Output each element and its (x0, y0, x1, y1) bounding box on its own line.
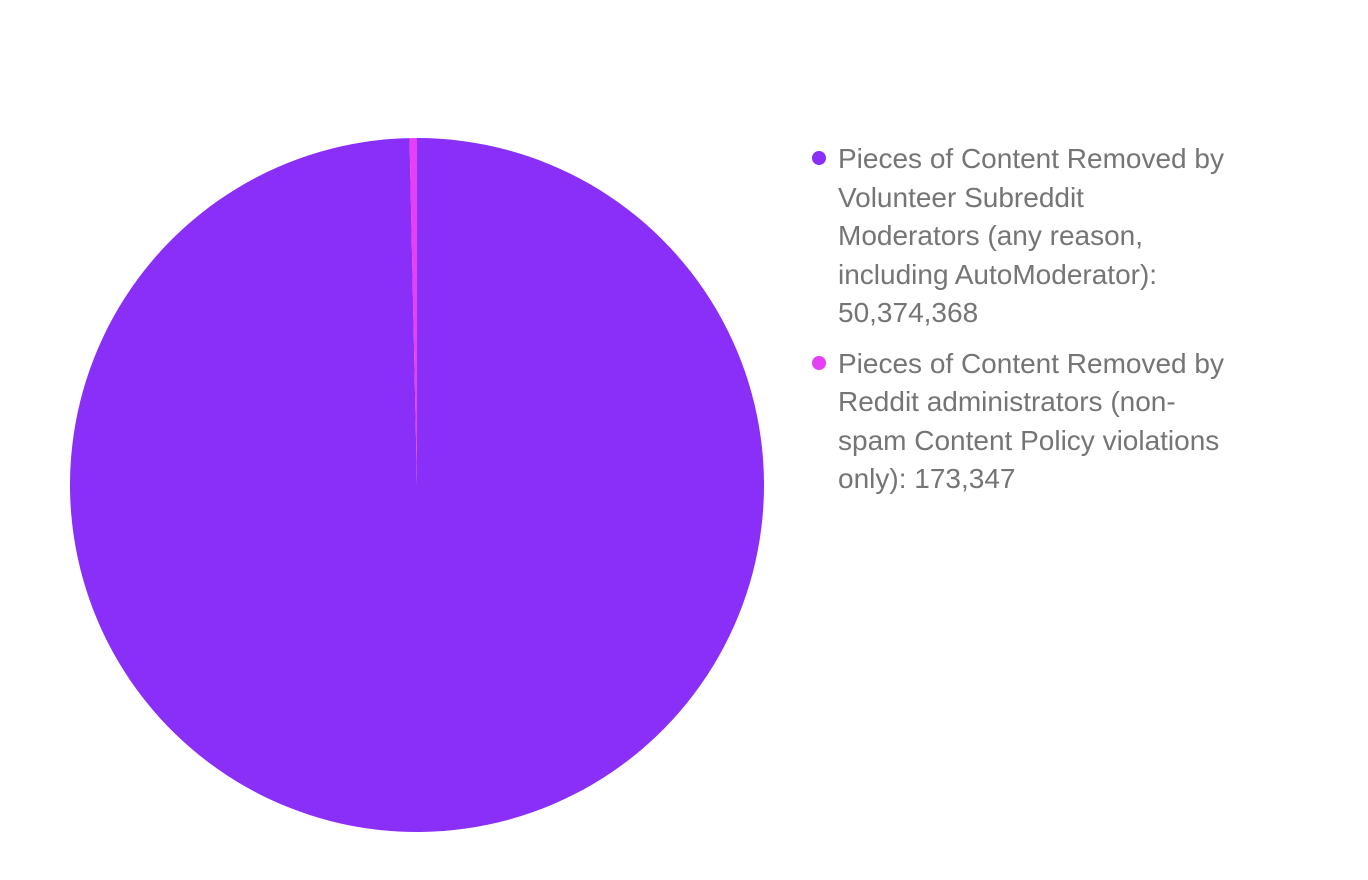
pie-chart (70, 137, 765, 832)
legend-swatch (812, 355, 826, 370)
pie-slice-1[interactable] (409, 138, 417, 485)
legend-label: Pieces of Content Removed by Reddit admi… (838, 347, 1224, 495)
legend-label: Pieces of Content Removed by Volunteer S… (838, 143, 1224, 328)
pie-slice-0[interactable] (70, 137, 765, 832)
legend-item[interactable]: Pieces of Content Removed by Reddit admi… (810, 345, 1230, 499)
legend: Pieces of Content Removed by Volunteer S… (810, 140, 1230, 511)
legend-item[interactable]: Pieces of Content Removed by Volunteer S… (810, 140, 1230, 333)
legend-swatch (812, 151, 826, 165)
